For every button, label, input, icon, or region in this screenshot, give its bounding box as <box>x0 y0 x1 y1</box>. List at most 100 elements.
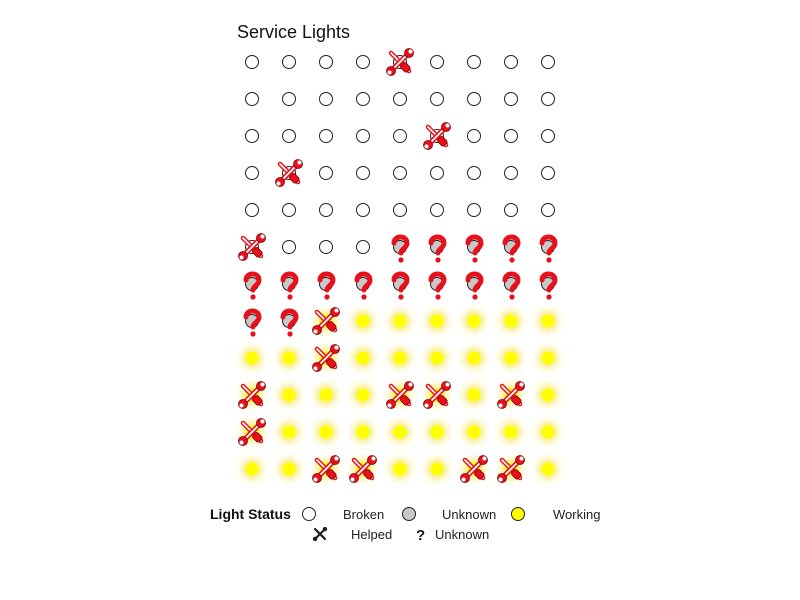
light-working <box>279 385 299 405</box>
light-broken <box>319 240 333 254</box>
question-icon <box>428 234 447 263</box>
light-working <box>279 459 299 479</box>
light-broken <box>541 129 555 143</box>
light-working <box>390 459 410 479</box>
light-working <box>242 348 262 368</box>
light-broken <box>245 166 259 180</box>
light-broken <box>393 203 407 217</box>
light-working <box>353 422 373 442</box>
light-broken <box>245 55 259 69</box>
light-working <box>427 422 447 442</box>
question-icon <box>243 308 262 337</box>
light-working <box>464 311 484 331</box>
tools-icon <box>312 344 340 372</box>
tools-icon <box>312 307 340 335</box>
light-broken <box>282 203 296 217</box>
light-working-helped <box>238 418 266 446</box>
question-icon <box>539 234 558 263</box>
light-broken <box>356 129 370 143</box>
light-broken <box>393 166 407 180</box>
light-broken-helped <box>275 159 303 187</box>
light-broken <box>319 166 333 180</box>
question-icon <box>317 271 336 300</box>
light-broken <box>282 55 296 69</box>
light-unknown <box>243 271 262 300</box>
legend-question-label: Unknown <box>435 527 489 542</box>
tools-icon <box>312 455 340 483</box>
tools-icon <box>349 455 377 483</box>
light-broken <box>430 92 444 106</box>
light-broken <box>541 203 555 217</box>
light-working <box>390 311 410 331</box>
light-working <box>538 348 558 368</box>
light-broken-helped <box>423 122 451 150</box>
question-icon <box>465 234 484 263</box>
light-working-helped <box>460 455 488 483</box>
light-broken <box>319 203 333 217</box>
question-icon <box>502 271 521 300</box>
light-broken <box>245 92 259 106</box>
light-broken <box>356 240 370 254</box>
light-broken <box>541 55 555 69</box>
light-working <box>279 348 299 368</box>
light-broken <box>319 129 333 143</box>
light-broken <box>356 203 370 217</box>
legend-broken-swatch <box>302 507 316 521</box>
question-icon <box>391 234 410 263</box>
light-broken <box>430 203 444 217</box>
tools-icon <box>275 159 303 187</box>
light-broken <box>319 92 333 106</box>
light-broken <box>430 166 444 180</box>
light-working <box>316 422 336 442</box>
light-broken <box>504 166 518 180</box>
tools-icon <box>497 455 525 483</box>
legend-question-icon: ? <box>416 527 425 544</box>
light-working <box>501 311 521 331</box>
legend-broken-label: Broken <box>343 507 384 522</box>
light-working-helped <box>312 344 340 372</box>
light-unknown <box>280 271 299 300</box>
question-icon <box>280 308 299 337</box>
light-broken <box>467 92 481 106</box>
light-broken <box>504 203 518 217</box>
light-broken <box>356 166 370 180</box>
light-unknown <box>391 271 410 300</box>
light-broken <box>319 55 333 69</box>
light-broken <box>356 55 370 69</box>
light-working <box>316 385 336 405</box>
light-unknown <box>317 271 336 300</box>
light-working <box>538 422 558 442</box>
light-unknown <box>502 271 521 300</box>
light-broken <box>282 240 296 254</box>
light-working <box>501 422 521 442</box>
question-icon <box>354 271 373 300</box>
question-icon <box>280 271 299 300</box>
light-grid <box>238 48 558 483</box>
light-working <box>427 348 447 368</box>
light-unknown <box>465 271 484 300</box>
light-unknown <box>354 271 373 300</box>
light-broken-helped <box>238 233 266 261</box>
legend-unknown-label: Unknown <box>442 507 496 522</box>
light-broken <box>541 166 555 180</box>
light-broken <box>356 92 370 106</box>
tools-icon <box>386 381 414 409</box>
tools-icon <box>238 418 266 446</box>
light-unknown <box>280 308 299 337</box>
light-working <box>538 385 558 405</box>
light-broken <box>282 92 296 106</box>
light-working <box>427 311 447 331</box>
light-working-helped <box>349 455 377 483</box>
legend-working-swatch <box>511 507 525 521</box>
light-working <box>464 348 484 368</box>
light-unknown <box>502 234 521 263</box>
question-icon <box>539 271 558 300</box>
light-broken <box>430 55 444 69</box>
light-working-helped <box>238 381 266 409</box>
question-icon <box>243 271 262 300</box>
legend-title: Light Status <box>210 506 291 522</box>
light-broken <box>467 166 481 180</box>
light-working-helped <box>386 381 414 409</box>
light-working-helped <box>312 455 340 483</box>
